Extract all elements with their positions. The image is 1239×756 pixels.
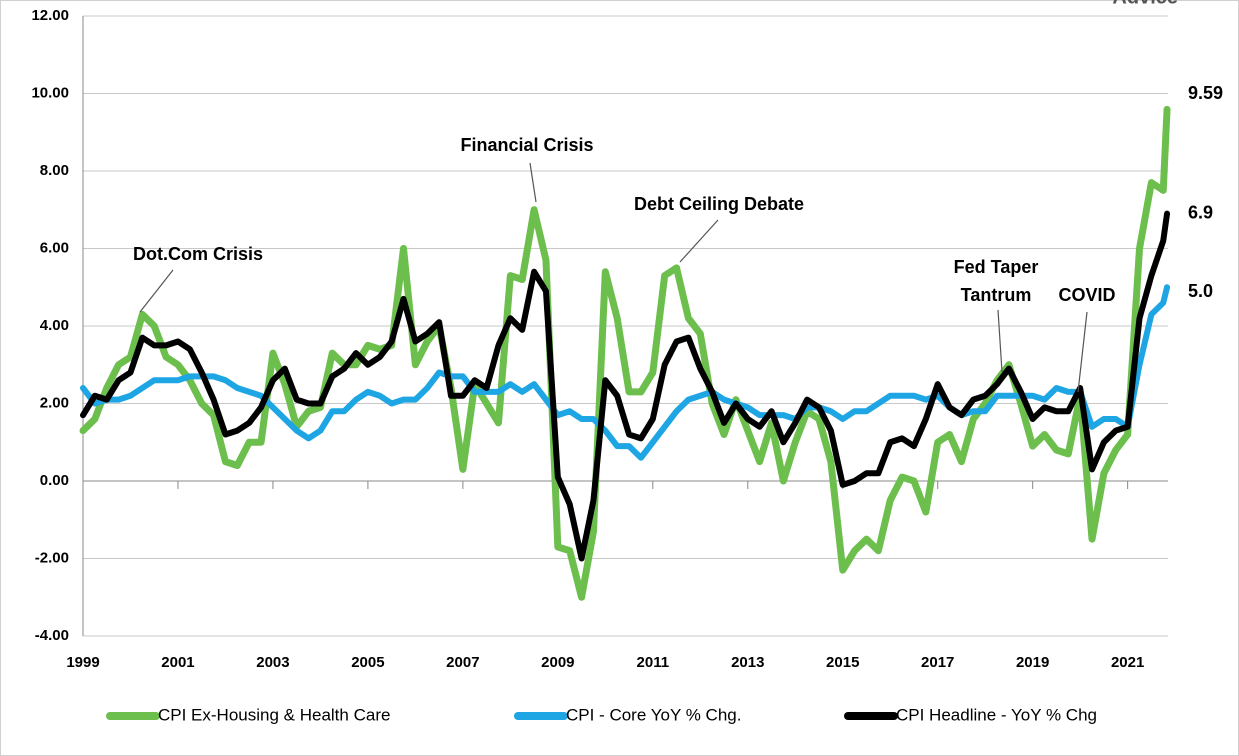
annotation: Dot.Com Crisis: [133, 244, 263, 264]
annotation: Financial Crisis: [460, 135, 593, 155]
annotation: Fed Taper: [954, 257, 1039, 277]
x-tick-label: 2001: [161, 654, 194, 671]
logo-text: Advice: [1112, 0, 1178, 8]
annotation-leader: [1077, 311, 1088, 393]
x-tick-label: 1999: [66, 654, 99, 671]
y-tick-label: 2.00: [40, 394, 69, 411]
x-tick-label: 2005: [351, 654, 384, 671]
x-tick-label: 2011: [637, 654, 670, 671]
legend-label: CPI Ex-Housing & Health Care: [158, 705, 390, 724]
annotation-leader: [679, 219, 719, 263]
annotation-leader: [997, 309, 1003, 373]
y-tick-label: 10.00: [31, 84, 69, 101]
legend-label: CPI - Core YoY % Chg.: [566, 705, 741, 724]
end-label: 6.9: [1188, 202, 1213, 222]
grid: [82, 15, 1168, 637]
annotation-leader: [139, 269, 174, 313]
y-tick-label: 0.00: [40, 472, 69, 489]
x-tick-label: 2003: [256, 654, 289, 671]
legend-label: CPI Headline - YoY % Chg: [896, 705, 1097, 724]
y-tick-label: 12.00: [31, 7, 69, 24]
x-tick-label: 2021: [1111, 654, 1144, 671]
x-tick-label: 2007: [446, 654, 479, 671]
x-tick-label: 2019: [1016, 654, 1049, 671]
x-tick-label: 2013: [731, 654, 764, 671]
y-tick-label: 8.00: [40, 162, 69, 179]
y-tick-label: -4.00: [35, 627, 69, 644]
plot: [79, 105, 1171, 601]
annotation-leader: [529, 162, 537, 203]
x-tick-label: 2017: [921, 654, 954, 671]
series-line: [80, 210, 1171, 562]
annotation: Debt Ceiling Debate: [634, 194, 804, 214]
x-tick-label: 2015: [826, 654, 859, 671]
x-tick-label: 2009: [541, 654, 574, 671]
y-tick-label: 6.00: [40, 239, 69, 256]
end-label: 5.0: [1188, 281, 1213, 301]
y-tick-label: -2.00: [35, 549, 69, 566]
y-tick-label: 4.00: [40, 317, 69, 334]
labels: -4.00 -2.00 0.00 2.00 4.00 6.00 8.00 10.00 12.00…: [31, 7, 1223, 725]
annotation: Tantrum: [961, 285, 1032, 305]
annotation: COVID: [1058, 285, 1115, 305]
end-label: 9.59: [1188, 83, 1223, 103]
